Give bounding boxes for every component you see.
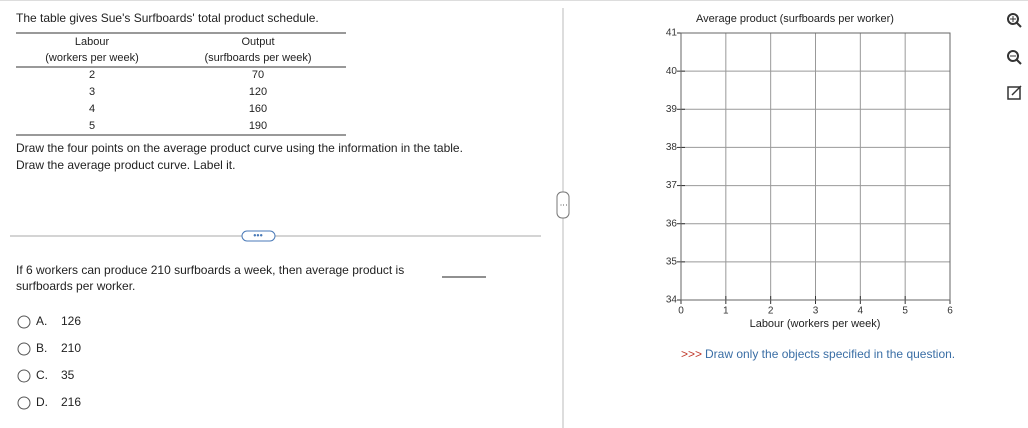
zoom-out[interactable] bbox=[1007, 50, 1022, 65]
table-cell: 160 bbox=[249, 103, 267, 115]
graph-title: Average product (surfboards per worker) bbox=[696, 13, 894, 25]
option-letter: D. bbox=[36, 395, 48, 409]
table-cell: 120 bbox=[249, 86, 267, 98]
note: Draw only the objects specified in the q… bbox=[705, 347, 955, 361]
y-tick-label: 41 bbox=[666, 28, 678, 39]
col-header: Output bbox=[241, 36, 274, 48]
table-cell: 190 bbox=[249, 120, 267, 132]
radio[interactable] bbox=[17, 396, 31, 410]
table-cell: 4 bbox=[89, 103, 95, 115]
option-text: 216 bbox=[61, 395, 81, 409]
instruction: Draw the average product curve. Label it… bbox=[16, 158, 235, 172]
y-tick-label: 37 bbox=[666, 180, 678, 191]
radio[interactable] bbox=[17, 315, 31, 329]
col-subheader: (surfboards per week) bbox=[205, 52, 312, 64]
y-tick-label: 36 bbox=[666, 218, 678, 229]
option-text: 126 bbox=[61, 314, 81, 328]
table-cell: 5 bbox=[89, 120, 95, 132]
x-axis-label: Labour (workers per week) bbox=[750, 318, 881, 330]
option-letter: B. bbox=[36, 341, 47, 355]
note-prefix: >>> bbox=[681, 347, 702, 361]
y-tick-label: 35 bbox=[666, 256, 678, 267]
y-tick-label: 38 bbox=[666, 142, 678, 153]
instruction: Draw the four points on the average prod… bbox=[16, 141, 463, 155]
x-tick-label: 5 bbox=[902, 306, 908, 317]
pop-out[interactable] bbox=[1007, 85, 1022, 100]
option-text: 35 bbox=[61, 368, 75, 382]
x-tick-label: 0 bbox=[678, 306, 684, 317]
option-letter: A. bbox=[36, 314, 47, 328]
pane-handle[interactable] bbox=[556, 191, 570, 219]
x-tick-label: 3 bbox=[813, 306, 819, 317]
radio[interactable] bbox=[17, 369, 31, 383]
col-subheader: (workers per week) bbox=[45, 52, 139, 64]
plot-frame bbox=[680, 32, 951, 301]
handle-dots: ⋮ bbox=[559, 201, 568, 209]
intro: The table gives Sue's Surfboards' total … bbox=[16, 11, 319, 25]
option-text: 210 bbox=[61, 341, 81, 355]
expand-button[interactable] bbox=[241, 230, 276, 242]
option-letter: C. bbox=[36, 368, 48, 382]
zoom-in[interactable] bbox=[1007, 13, 1022, 28]
expand-dots: ••• bbox=[253, 230, 262, 240]
x-tick-label: 4 bbox=[858, 306, 864, 317]
y-tick-label: 34 bbox=[666, 295, 678, 306]
y-tick-label: 39 bbox=[666, 104, 678, 115]
y-tick-label: 40 bbox=[666, 66, 678, 77]
question-line: If 6 workers can produce 210 surfboards … bbox=[16, 263, 404, 277]
table-cell: 3 bbox=[89, 86, 95, 98]
x-tick-label: 1 bbox=[723, 306, 729, 317]
x-tick-label: 6 bbox=[947, 306, 953, 317]
table-cell: 70 bbox=[252, 69, 264, 81]
table-cell: 2 bbox=[89, 69, 95, 81]
options: A. 126 B. 210 C. 35 D. 216 bbox=[17, 314, 81, 410]
radio[interactable] bbox=[17, 342, 31, 356]
x-tick-label: 2 bbox=[768, 306, 774, 317]
question-line: surfboards per worker. bbox=[16, 279, 135, 293]
col-header: Labour bbox=[75, 36, 110, 48]
